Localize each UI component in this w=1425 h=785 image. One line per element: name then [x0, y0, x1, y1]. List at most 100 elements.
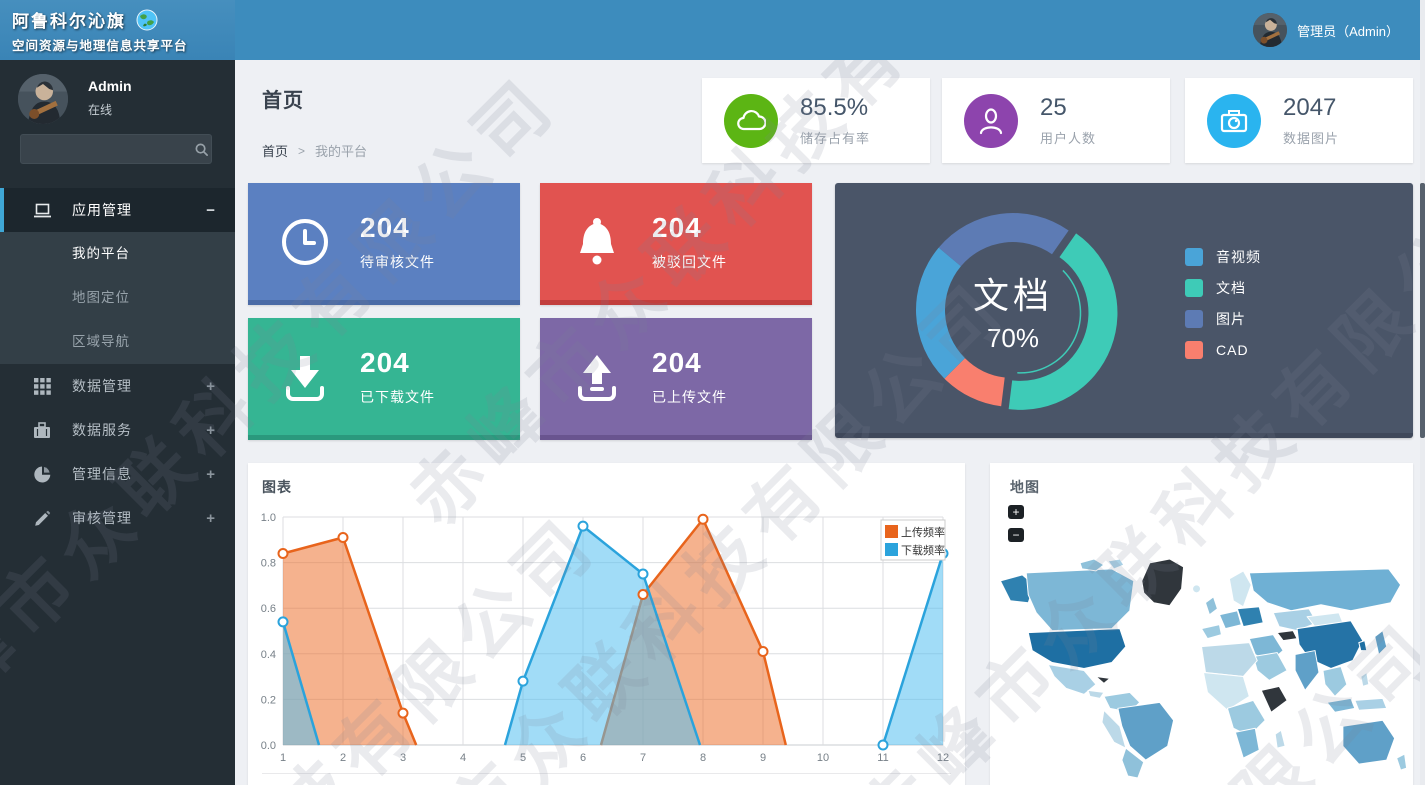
search-input[interactable]: [21, 142, 192, 156]
legend-item-document[interactable]: 文档: [1185, 278, 1261, 298]
page-scrollbar[interactable]: [1420, 0, 1425, 785]
sidebar-user-panel: Admin 在线: [0, 60, 235, 136]
sidebar-item-app-management[interactable]: 应用管理 −: [0, 188, 235, 232]
svg-text:0.6: 0.6: [261, 603, 276, 615]
uploaded-files-tile[interactable]: 204 已上传文件: [540, 318, 812, 440]
sidebar: Admin 在线 应用管理 − 我的平台 地图定位 区域导航: [0, 60, 235, 785]
sidebar-subitem-map-locate[interactable]: 地图定位: [72, 290, 130, 305]
sidebar-user-status: 在线: [88, 103, 113, 117]
scrollbar-thumb[interactable]: [1420, 183, 1425, 438]
legend-swatch: [1185, 310, 1203, 328]
sidebar-user-name: Admin: [88, 78, 132, 94]
chart-panel-divider: [262, 773, 951, 774]
cloud-icon: [724, 93, 778, 148]
legend-item-image[interactable]: 图片: [1185, 309, 1261, 329]
svg-text:0.0: 0.0: [261, 740, 276, 752]
legend-label: 图片: [1216, 311, 1246, 327]
sidebar-search: [20, 134, 212, 164]
legend-item-cad[interactable]: CAD: [1185, 340, 1261, 360]
svg-text:3: 3: [400, 752, 406, 764]
donut-legend: 音视频 文档 图片 CAD: [1185, 247, 1261, 371]
storage-value: 85.5%: [800, 94, 869, 121]
downloaded-files-tile[interactable]: 204 已下载文件: [248, 318, 520, 440]
svg-text:10: 10: [817, 752, 829, 764]
frequency-chart-panel: 图表 0.0 0.2 0.4 0.6 0.8 1.0 1 2 3 4 5 6 7 8 9 10 11 12 上传频率…: [248, 463, 965, 785]
search-icon[interactable]: [192, 142, 211, 157]
rejected-files-tile[interactable]: 204 被驳回文件: [540, 183, 812, 305]
sidebar-subitem-region-nav[interactable]: 区域导航: [72, 334, 130, 349]
collapse-icon: −: [206, 201, 215, 219]
storage-type-donut-panel: 文档 70% 音视频 文档 图片 CAD: [835, 183, 1413, 438]
laptop-icon: [30, 202, 54, 219]
svg-text:下载频率: 下载频率: [901, 543, 945, 557]
upload-download-frequency-chart[interactable]: 0.00.20.40.60.81.01 2 3 4 5 6 7 8 9 10 11 12上传频率下载频…: [248, 463, 965, 785]
topbar-user-label: 管理员（Admin）: [1297, 23, 1399, 39]
storage-type-donut-chart[interactable]: [835, 183, 1413, 433]
expand-icon: +: [206, 509, 215, 527]
map-zoom-out-button[interactable]: −: [1008, 528, 1024, 542]
downloaded-files-label: 已下载文件: [360, 388, 435, 405]
bell-icon: [568, 215, 626, 269]
svg-text:12: 12: [937, 752, 949, 764]
sidebar-item-data-service[interactable]: 数据服务 +: [0, 408, 235, 452]
images-stat-card: 2047 数据图片: [1185, 78, 1413, 163]
app-management-submenu: 我的平台 地图定位 区域导航: [0, 232, 235, 364]
breadcrumb-home-link[interactable]: 首页: [262, 144, 289, 159]
sidebar-item-audit-management[interactable]: 审核管理 +: [0, 496, 235, 540]
sidebar-avatar: [18, 74, 68, 124]
chart-panel-title: 图表: [262, 479, 292, 495]
pending-files-tile[interactable]: 204 待审核文件: [248, 183, 520, 305]
upload-icon: [568, 350, 626, 404]
svg-text:0.8: 0.8: [261, 558, 276, 570]
topbar-user-menu[interactable]: 管理员（Admin）: [1253, 0, 1399, 60]
user-icon: [964, 93, 1018, 148]
breadcrumb-separator: >: [298, 143, 306, 158]
page-title: 首页: [262, 90, 304, 112]
users-label: 用户人数: [1040, 131, 1097, 146]
map-panel-title: 地图: [1010, 479, 1040, 495]
rejected-files-label: 被驳回文件: [652, 253, 727, 270]
breadcrumb: 首页 > 我的平台: [262, 141, 367, 160]
uploaded-files-label: 已上传文件: [652, 388, 727, 405]
svg-text:0.2: 0.2: [261, 694, 276, 706]
storage-stat-card: 85.5% 储存占有率: [702, 78, 930, 163]
svg-text:1.0: 1.0: [261, 512, 276, 524]
camera-icon: [1207, 93, 1261, 148]
svg-text:11: 11: [877, 752, 888, 764]
pencil-icon: [30, 510, 54, 527]
sidebar-menu: 应用管理 − 我的平台 地图定位 区域导航 数据管理 +: [0, 188, 235, 540]
sidebar-item-label: 数据服务: [72, 422, 132, 438]
storage-label: 储存占有率: [800, 131, 871, 146]
rejected-files-count: 204: [652, 211, 702, 243]
legend-label: 文档: [1216, 280, 1246, 296]
svg-text:7: 7: [640, 752, 646, 764]
sidebar-item-management-info[interactable]: 管理信息 +: [0, 452, 235, 496]
expand-icon: +: [206, 465, 215, 483]
sidebar-subitem-my-platform[interactable]: 我的平台: [72, 246, 130, 261]
users-value: 25: [1040, 94, 1067, 121]
svg-text:6: 6: [580, 752, 586, 764]
downloaded-files-count: 204: [360, 346, 410, 378]
svg-text:0.4: 0.4: [261, 649, 276, 661]
uploaded-files-count: 204: [652, 346, 702, 378]
grid-icon: [30, 377, 54, 395]
user-avatar: [1253, 13, 1288, 47]
app-subtitle: 空间资源与地理信息共享平台: [12, 39, 188, 53]
legend-label: CAD: [1216, 342, 1249, 358]
pending-files-count: 204: [360, 211, 410, 243]
map-panel: 地图 + −: [990, 463, 1413, 785]
briefcase-icon: [30, 421, 54, 439]
globe-icon: [136, 9, 158, 31]
world-map[interactable]: [992, 551, 1411, 780]
map-zoom-in-button[interactable]: +: [1008, 505, 1024, 519]
svg-text:4: 4: [460, 752, 466, 764]
legend-swatch: [1185, 341, 1203, 359]
expand-icon: +: [206, 421, 215, 439]
clock-icon: [276, 215, 334, 269]
download-icon: [276, 350, 334, 404]
sidebar-item-data-management[interactable]: 数据管理 +: [0, 364, 235, 408]
legend-item-audio-video[interactable]: 音视频: [1185, 247, 1261, 267]
breadcrumb-current: 我的平台: [315, 144, 368, 159]
legend-swatch: [1185, 279, 1203, 297]
images-value: 2047: [1283, 94, 1337, 121]
